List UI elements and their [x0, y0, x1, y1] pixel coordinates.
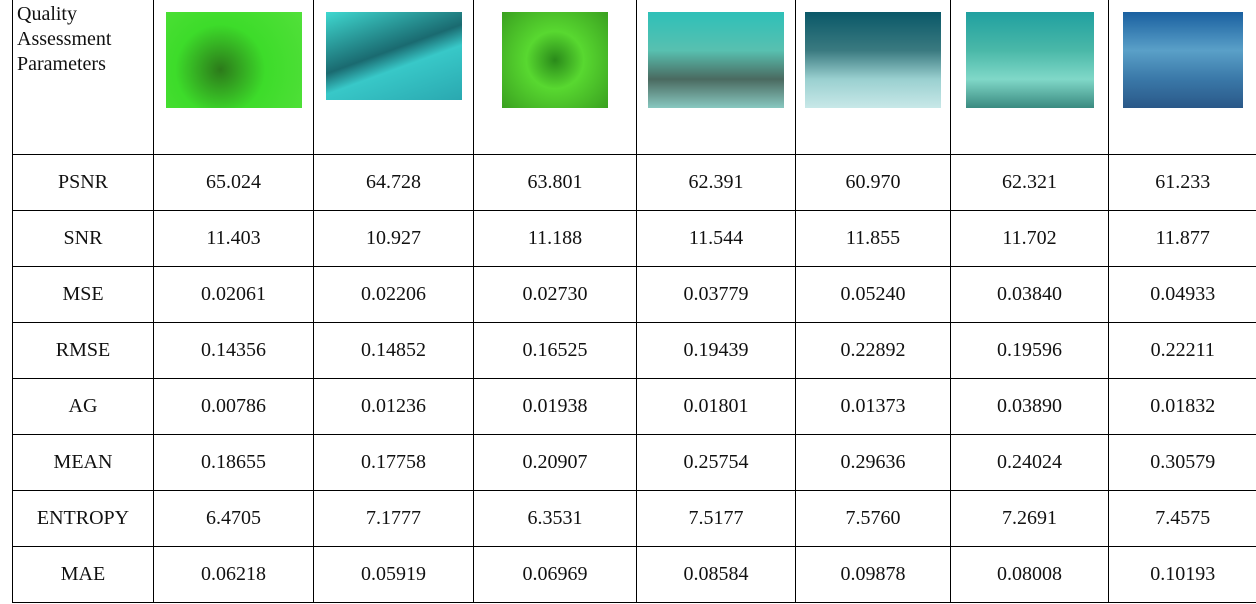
header-image-cell [1108, 0, 1256, 155]
header-label: Quality Assessment Parameters [12, 0, 154, 155]
metric-value: 11.702 [950, 210, 1109, 267]
thumbnail [805, 12, 941, 108]
metric-value: 10.927 [313, 210, 474, 267]
metric-value: 62.321 [950, 154, 1109, 211]
metric-name: MEAN [12, 434, 154, 491]
thumbnail [648, 12, 784, 108]
thumbnail [165, 12, 302, 108]
metric-value: 0.00786 [153, 378, 314, 435]
metric-value: 7.5760 [795, 490, 951, 547]
metric-value: 62.391 [636, 154, 796, 211]
metric-name: MSE [12, 266, 154, 323]
metric-value: 61.233 [1108, 154, 1256, 211]
metric-value: 0.01373 [795, 378, 951, 435]
metric-value: 0.02061 [153, 266, 314, 323]
metric-value: 63.801 [473, 154, 637, 211]
header-image-cell [636, 0, 796, 155]
metric-value: 0.19439 [636, 322, 796, 379]
metric-value: 0.20907 [473, 434, 637, 491]
header-image-cell [950, 0, 1109, 155]
metric-value: 0.02206 [313, 266, 474, 323]
metric-value: 0.02730 [473, 266, 637, 323]
metric-name: PSNR [12, 154, 154, 211]
metric-row: ENTROPY 6.4705 7.1777 6.3531 7.5177 7.5760 7.2… [12, 490, 1256, 547]
metric-value: 65.024 [153, 154, 314, 211]
metric-value: 7.5177 [636, 490, 796, 547]
metric-value: 0.05240 [795, 266, 951, 323]
metric-value: 11.403 [153, 210, 314, 267]
metric-name: RMSE [12, 322, 154, 379]
metric-name: ENTROPY [12, 490, 154, 547]
thumbnail [502, 12, 608, 108]
metric-row: MEAN 0.18655 0.17758 0.20907 0.25754 0.29636 0… [12, 434, 1256, 491]
header-image-cell [473, 0, 637, 155]
metric-value: 0.18655 [153, 434, 314, 491]
metric-value: 0.30579 [1108, 434, 1256, 491]
metric-value: 0.01801 [636, 378, 796, 435]
metric-value: 0.03840 [950, 266, 1109, 323]
header-row: Quality Assessment Parameters [12, 0, 1256, 155]
metric-value: 0.16525 [473, 322, 637, 379]
metric-value: 7.1777 [313, 490, 474, 547]
metric-row: PSNR 65.024 64.728 63.801 62.391 60.970 62.321… [12, 154, 1256, 211]
header-image-cell [795, 0, 951, 155]
metric-value: 64.728 [313, 154, 474, 211]
metric-value: 11.855 [795, 210, 951, 267]
metric-value: 7.4575 [1108, 490, 1256, 547]
metric-row: MSE 0.02061 0.02206 0.02730 0.03779 0.05240 0.… [12, 266, 1256, 323]
metric-value: 0.01832 [1108, 378, 1256, 435]
metric-value: 0.06218 [153, 546, 314, 603]
metric-value: 0.29636 [795, 434, 951, 491]
header-image-cell [313, 0, 474, 155]
metric-value: 0.10193 [1108, 546, 1256, 603]
quality-table: Quality Assessment Parameters PSNR 65.024… [12, 0, 1256, 603]
metric-value: 0.04933 [1108, 266, 1256, 323]
metric-value: 11.877 [1108, 210, 1256, 267]
thumbnail [965, 12, 1094, 108]
metric-value: 0.01236 [313, 378, 474, 435]
metric-value: 7.2691 [950, 490, 1109, 547]
metric-value: 0.08584 [636, 546, 796, 603]
metric-value: 0.14852 [313, 322, 474, 379]
metric-name: SNR [12, 210, 154, 267]
metric-row: AG 0.00786 0.01236 0.01938 0.01801 0.01373 0.0… [12, 378, 1256, 435]
metric-row: RMSE 0.14356 0.14852 0.16525 0.19439 0.22892 0… [12, 322, 1256, 379]
metric-value: 0.22892 [795, 322, 951, 379]
metric-row: SNR 11.403 10.927 11.188 11.544 11.855 11.702 1… [12, 210, 1256, 267]
metric-row: MAE 0.06218 0.05919 0.06969 0.08584 0.09878 0.… [12, 546, 1256, 603]
metric-value: 0.09878 [795, 546, 951, 603]
thumbnail [1122, 12, 1243, 108]
metric-value: 0.03779 [636, 266, 796, 323]
metric-value: 6.3531 [473, 490, 637, 547]
table-body: Quality Assessment Parameters PSNR 65.024… [12, 0, 1256, 603]
metric-value: 11.188 [473, 210, 637, 267]
header-image-cell [153, 0, 314, 155]
metric-value: 0.24024 [950, 434, 1109, 491]
metric-value: 0.08008 [950, 546, 1109, 603]
metric-value: 0.01938 [473, 378, 637, 435]
metric-value: 0.19596 [950, 322, 1109, 379]
metric-name: AG [12, 378, 154, 435]
metric-name: MAE [12, 546, 154, 603]
thumbnail [325, 12, 462, 100]
metric-value: 0.17758 [313, 434, 474, 491]
metric-value: 0.06969 [473, 546, 637, 603]
metric-value: 11.544 [636, 210, 796, 267]
metric-value: 0.14356 [153, 322, 314, 379]
metric-value: 0.03890 [950, 378, 1109, 435]
metric-value: 0.25754 [636, 434, 796, 491]
metric-value: 6.4705 [153, 490, 314, 547]
metric-value: 0.05919 [313, 546, 474, 603]
metric-value: 0.22211 [1108, 322, 1256, 379]
metric-value: 60.970 [795, 154, 951, 211]
